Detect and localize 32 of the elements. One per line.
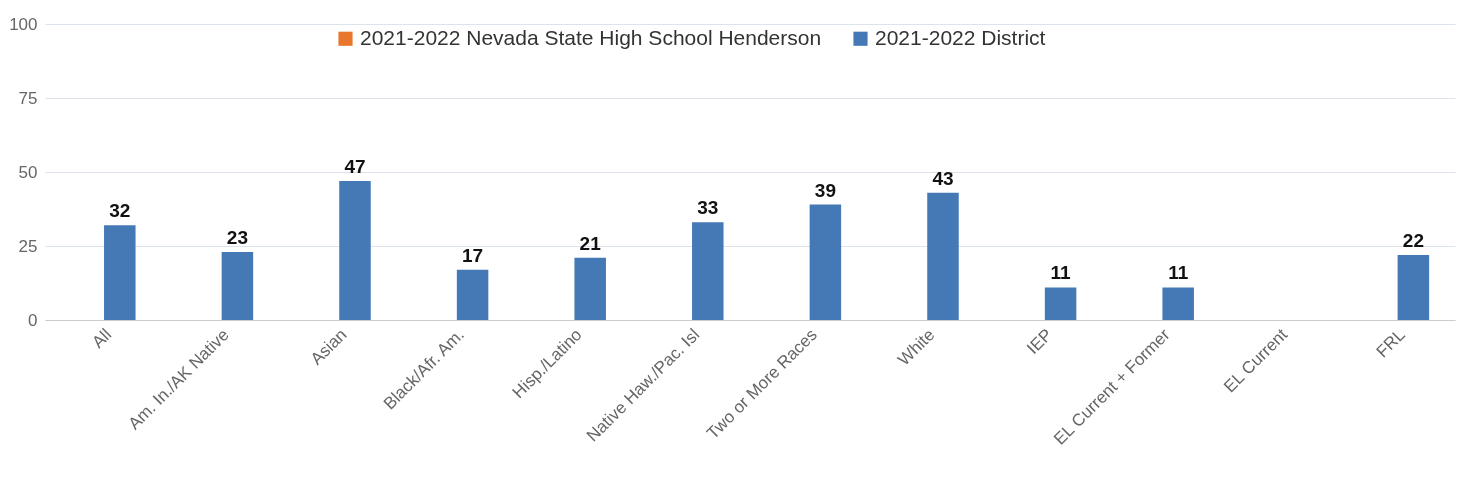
- data-label: 39: [814, 179, 836, 201]
- legend-label: 2021-2022 Nevada State High School Henderson: [360, 25, 822, 49]
- data-label: 11: [1050, 262, 1072, 284]
- legend-label: 2021-2022 District: [875, 25, 1046, 49]
- data-label: 11: [1168, 262, 1189, 284]
- data-label: 32: [109, 200, 131, 222]
- bar: [927, 192, 959, 320]
- bar: [1397, 254, 1430, 320]
- data-label: 43: [932, 167, 954, 189]
- bar: [104, 225, 136, 320]
- bar: [809, 204, 842, 320]
- data-label: 33: [697, 197, 719, 219]
- y-tick-label: 25: [18, 236, 38, 256]
- bar: [339, 180, 371, 320]
- bar: [574, 257, 606, 320]
- bar: [692, 222, 724, 320]
- x-tick-label: IEP: [1023, 325, 1057, 358]
- y-tick-label: 100: [9, 14, 38, 34]
- data-label: 22: [1402, 229, 1424, 251]
- y-tick-label: 75: [18, 88, 38, 108]
- bar: [1162, 287, 1194, 320]
- x-tick-label: All: [88, 325, 116, 352]
- y-tick-label: 0: [28, 310, 38, 330]
- data-label: 23: [226, 226, 248, 248]
- data-label: 17: [462, 244, 484, 266]
- y-tick-label: 50: [18, 162, 38, 182]
- bar: [1044, 287, 1077, 320]
- bar: [456, 269, 489, 320]
- x-tick-label: FRL: [1372, 325, 1409, 362]
- bar: [221, 251, 254, 320]
- data-label: 47: [344, 155, 366, 177]
- data-label: 21: [579, 232, 602, 254]
